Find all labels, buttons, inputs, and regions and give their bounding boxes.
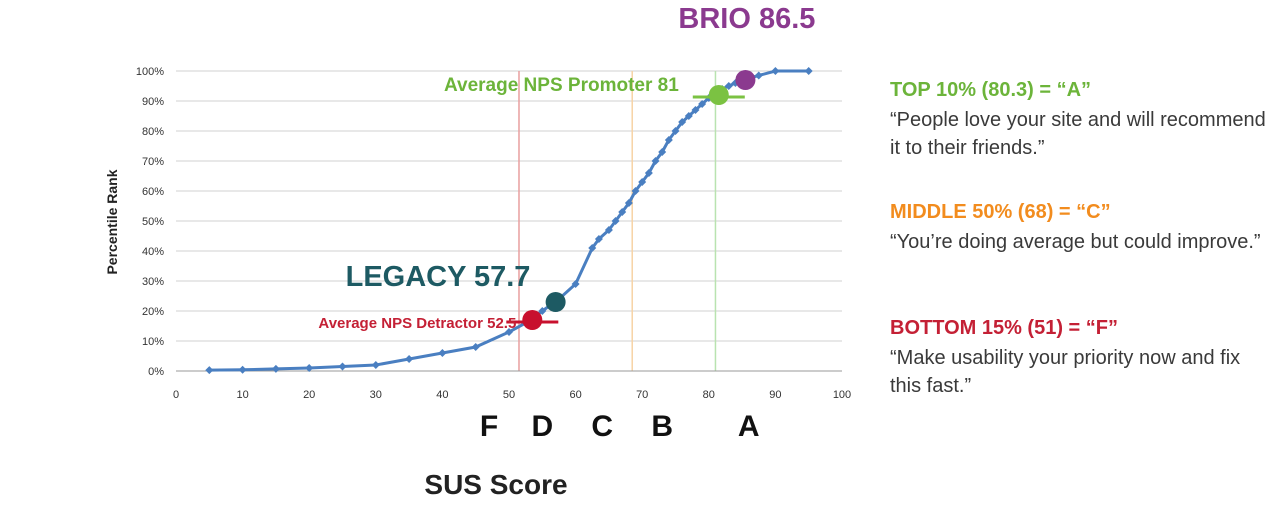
curve-point <box>588 244 597 252</box>
x-tick-label: 20 <box>303 389 315 401</box>
marker-dot <box>708 85 729 105</box>
chart-grid <box>176 70 842 342</box>
y-tick-label: 50% <box>142 216 164 228</box>
curve-point <box>804 67 813 75</box>
curve-point <box>651 157 660 165</box>
marker-dot <box>522 310 543 330</box>
grade-letter: C <box>591 410 613 443</box>
grade-f-text: “Make usability your priority now and fi… <box>890 347 1241 397</box>
curve-point <box>658 148 667 156</box>
x-tick-label: 70 <box>636 389 648 401</box>
x-tick-label: 90 <box>769 389 781 401</box>
curve-point <box>644 169 653 177</box>
curve-point <box>505 328 513 336</box>
grade-letter: F <box>480 410 498 443</box>
curve-point <box>618 208 627 216</box>
curve-point <box>338 362 347 371</box>
curve-point <box>238 365 247 374</box>
curve-points <box>205 67 813 375</box>
y-axis-label: Percentile Rank <box>104 169 120 274</box>
y-tick-label: 30% <box>142 276 164 288</box>
y-axis-ticks: 0% 10% 20% 30% 40% 50% 60% 70% 80% 90% 100% <box>136 66 164 378</box>
y-tick-label: 10% <box>142 336 164 348</box>
grade-a-heading: TOP 10% (80.3) = “A” <box>890 79 1092 101</box>
y-tick-label: 0% <box>148 366 164 378</box>
x-tick-label: 60 <box>569 389 581 401</box>
x-axis-ticks: 0 10 20 30 40 50 60 70 80 90 100 <box>173 389 851 401</box>
curve-point <box>538 307 547 315</box>
curve-point <box>611 217 620 225</box>
curve-point <box>571 280 580 288</box>
marker-label: Average NPS Promoter 81 <box>444 75 679 96</box>
curve-point <box>671 127 680 135</box>
x-tick-label: 10 <box>236 389 248 401</box>
grade-letter: B <box>651 410 673 443</box>
y-tick-label: 20% <box>142 306 164 318</box>
grade-letter: A <box>738 410 760 443</box>
x-tick-label: 100 <box>833 389 851 401</box>
y-tick-label: 70% <box>142 156 164 168</box>
curve-point <box>754 71 763 80</box>
curve-point <box>684 112 693 120</box>
x-tick-label: 40 <box>436 389 448 401</box>
y-tick-label: 40% <box>142 246 164 258</box>
x-tick-label: 30 <box>370 389 382 401</box>
grade-f-heading: BOTTOM 15% (51) = “F” <box>890 317 1119 339</box>
x-tick-label: 80 <box>703 389 715 401</box>
curve-point <box>405 355 414 363</box>
curve-point <box>691 106 700 114</box>
marker-dot <box>545 292 566 312</box>
curve-point <box>604 226 613 234</box>
curve-point <box>678 118 687 126</box>
marker-dot <box>735 70 756 90</box>
y-tick-label: 80% <box>142 126 164 138</box>
x-axis-label: SUS Score <box>424 469 567 500</box>
grade-f-block: BOTTOM 15% (51) = “F” “Make usability yo… <box>890 316 1270 400</box>
curve-point <box>371 361 380 369</box>
curve-point <box>271 364 280 373</box>
curve-point <box>594 235 603 243</box>
grade-c-block: MIDDLE 50% (68) = “C” “You’re doing aver… <box>890 200 1270 256</box>
curve-point <box>724 82 733 90</box>
marker-label: LEGACY 57.7 <box>346 261 531 293</box>
x-tick-label: 0 <box>173 389 179 401</box>
curve-point <box>631 187 640 195</box>
marker-label: BRIO 86.5 <box>678 3 815 35</box>
sus-chart: 0% 10% 20% 30% 40% 50% 60% 70% 80% 90% 100% 0 10 20 3… <box>104 3 851 500</box>
curve-point <box>305 364 314 372</box>
grade-c-heading: MIDDLE 50% (68) = “C” <box>890 201 1111 223</box>
grade-a-text: “People love your site and will recommen… <box>890 109 1266 159</box>
curve-point <box>438 349 447 357</box>
curve-point <box>664 136 673 144</box>
grade-c-text: “You’re doing average but could improve.… <box>890 231 1261 253</box>
marker-label: Average NPS Detractor 52.5 <box>318 315 516 332</box>
score-markers: BRIO 86.5 Average NPS Promoter 81 LEGACY 5… <box>318 3 815 332</box>
grade-a-block: TOP 10% (80.3) = “A” “People love your s… <box>890 78 1270 162</box>
curve-point <box>471 343 480 351</box>
curve-point <box>638 178 647 186</box>
curve-point <box>698 100 707 108</box>
x-tick-label: 50 <box>503 389 515 401</box>
curve-point <box>771 67 780 75</box>
curve-point <box>624 199 633 207</box>
y-tick-label: 100% <box>136 66 164 78</box>
grade-letter: D <box>531 410 553 443</box>
curve-point <box>205 366 214 375</box>
y-tick-label: 60% <box>142 186 164 198</box>
y-tick-label: 90% <box>142 96 164 108</box>
